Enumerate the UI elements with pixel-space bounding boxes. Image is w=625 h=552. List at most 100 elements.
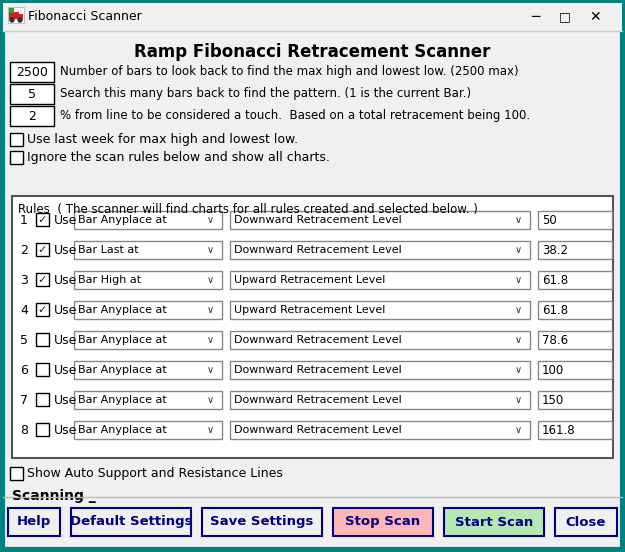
Text: ✓: ✓ [38, 305, 48, 315]
Text: 61.8: 61.8 [542, 304, 568, 316]
Bar [538, 211, 612, 229]
Text: 6: 6 [20, 364, 28, 376]
Text: Use: Use [54, 304, 78, 316]
Text: Ignore the scan rules below and show all charts.: Ignore the scan rules below and show all… [27, 151, 330, 164]
Text: 50: 50 [542, 214, 557, 226]
Text: Upward Retracement Level: Upward Retracement Level [234, 275, 386, 285]
Bar [36, 273, 49, 286]
Text: ∨: ∨ [206, 365, 214, 375]
Bar [8, 508, 60, 536]
Text: Number of bars to look back to find the max high and lowest low. (2500 max): Number of bars to look back to find the … [60, 66, 519, 78]
Text: Save Settings: Save Settings [210, 516, 314, 528]
Text: Use last week for max high and lowest low.: Use last week for max high and lowest lo… [27, 134, 298, 146]
Text: 2: 2 [20, 243, 28, 257]
Text: Bar Anyplace at: Bar Anyplace at [78, 395, 167, 405]
Bar [9, 8, 14, 13]
Bar [36, 333, 49, 346]
Bar [538, 361, 612, 379]
Bar [74, 301, 222, 319]
Bar [230, 211, 530, 229]
Bar [230, 241, 530, 259]
Bar [444, 508, 544, 536]
Text: 61.8: 61.8 [542, 273, 568, 286]
Text: ∨: ∨ [206, 395, 214, 405]
Bar [36, 363, 49, 376]
Text: 161.8: 161.8 [542, 423, 576, 437]
Text: 38.2: 38.2 [542, 243, 568, 257]
Bar [74, 331, 222, 349]
Bar [9, 12, 19, 19]
Bar [36, 213, 49, 226]
Bar [10, 84, 54, 104]
Text: 2: 2 [28, 109, 36, 123]
Bar [538, 331, 612, 349]
Text: Default Settings: Default Settings [70, 516, 192, 528]
Text: ∨: ∨ [206, 425, 214, 435]
Bar [19, 14, 23, 19]
Text: Downward Retracement Level: Downward Retracement Level [234, 215, 402, 225]
Text: Scanning _: Scanning _ [12, 489, 96, 503]
Text: ∨: ∨ [206, 335, 214, 345]
Text: 150: 150 [542, 394, 564, 406]
Text: ∨: ∨ [514, 305, 521, 315]
Text: 100: 100 [542, 364, 564, 376]
Bar [230, 391, 530, 409]
Text: Fibonacci Scanner: Fibonacci Scanner [28, 10, 142, 24]
Text: ∨: ∨ [514, 395, 521, 405]
Bar [74, 211, 222, 229]
Text: Use: Use [54, 243, 78, 257]
Text: Search this many bars back to find the pattern. (1 is the current Bar.): Search this many bars back to find the p… [60, 88, 471, 100]
Bar [74, 241, 222, 259]
Text: 5: 5 [28, 88, 36, 100]
Text: Use: Use [54, 423, 78, 437]
Bar [230, 361, 530, 379]
Text: Use: Use [54, 214, 78, 226]
Text: ∨: ∨ [206, 305, 214, 315]
Bar [71, 508, 191, 536]
Text: Show Auto Support and Resistance Lines: Show Auto Support and Resistance Lines [27, 468, 283, 480]
Bar [230, 301, 530, 319]
Text: Use: Use [54, 394, 78, 406]
Text: ∨: ∨ [514, 275, 521, 285]
Text: ∨: ∨ [206, 275, 214, 285]
Text: Bar Anyplace at: Bar Anyplace at [78, 425, 167, 435]
Text: ✓: ✓ [38, 245, 48, 255]
Bar [74, 421, 222, 439]
Text: 1: 1 [20, 214, 28, 226]
Bar [10, 62, 54, 82]
Text: 4: 4 [20, 304, 28, 316]
Text: Downward Retracement Level: Downward Retracement Level [234, 365, 402, 375]
Text: Rules  ( The scanner will find charts for all rules created and selected below. : Rules ( The scanner will find charts for… [18, 204, 478, 216]
Text: □: □ [559, 10, 571, 24]
Bar [230, 331, 530, 349]
Text: ∨: ∨ [514, 425, 521, 435]
Bar [36, 243, 49, 256]
Text: ∨: ∨ [206, 245, 214, 255]
Bar [74, 361, 222, 379]
Circle shape [18, 18, 22, 22]
Text: ∨: ∨ [514, 335, 521, 345]
Text: Stop Scan: Stop Scan [346, 516, 421, 528]
Text: Bar Anyplace at: Bar Anyplace at [78, 215, 167, 225]
Text: 78.6: 78.6 [542, 333, 568, 347]
Text: Bar Anyplace at: Bar Anyplace at [78, 335, 167, 345]
Bar [538, 301, 612, 319]
Text: Use: Use [54, 364, 78, 376]
Text: Use: Use [54, 333, 78, 347]
Bar [12, 196, 613, 458]
Text: 3: 3 [20, 273, 28, 286]
Circle shape [10, 18, 14, 22]
Text: ✕: ✕ [589, 10, 601, 24]
Bar [538, 391, 612, 409]
Text: Bar Anyplace at: Bar Anyplace at [78, 365, 167, 375]
Bar [36, 303, 49, 316]
Bar [10, 106, 54, 126]
Text: Downward Retracement Level: Downward Retracement Level [234, 335, 402, 345]
Bar [538, 271, 612, 289]
Bar [230, 271, 530, 289]
Bar [10, 133, 23, 146]
Bar [74, 271, 222, 289]
Text: ─: ─ [531, 10, 539, 24]
Text: ∨: ∨ [514, 215, 521, 225]
Bar [74, 391, 222, 409]
